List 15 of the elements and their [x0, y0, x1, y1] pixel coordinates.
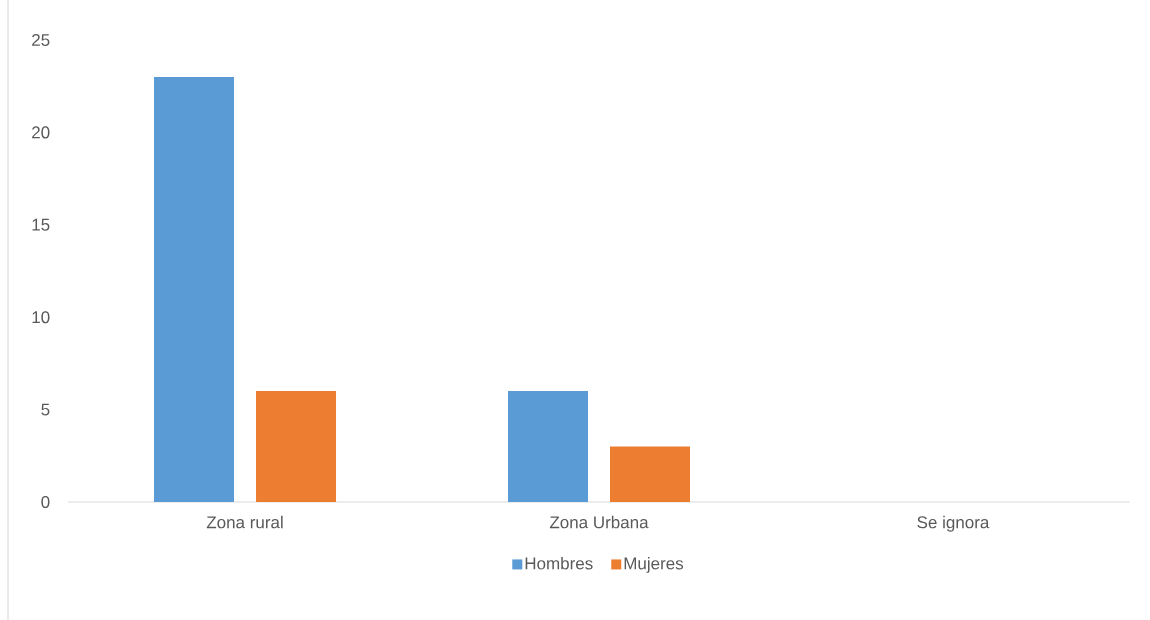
bar: [154, 76, 235, 502]
y-tick-label: 5: [41, 403, 50, 416]
x-tick-label: Zona Urbana: [549, 515, 649, 529]
y-tick-label: 10: [32, 311, 50, 324]
y-tick-label: 0: [41, 495, 50, 509]
x-tick-label: Se ignora: [917, 515, 990, 532]
y-tick-label: 25: [32, 33, 50, 47]
legend-label: Hombres: [525, 557, 593, 570]
y-tick-label: 15: [32, 218, 50, 231]
x-tick-label: Zona rural: [206, 515, 283, 529]
y-tick-label: 20: [32, 126, 50, 139]
legend-label: Mujeres: [624, 557, 684, 573]
bar: [256, 391, 337, 502]
bar: [610, 446, 690, 502]
bar: [508, 391, 588, 502]
